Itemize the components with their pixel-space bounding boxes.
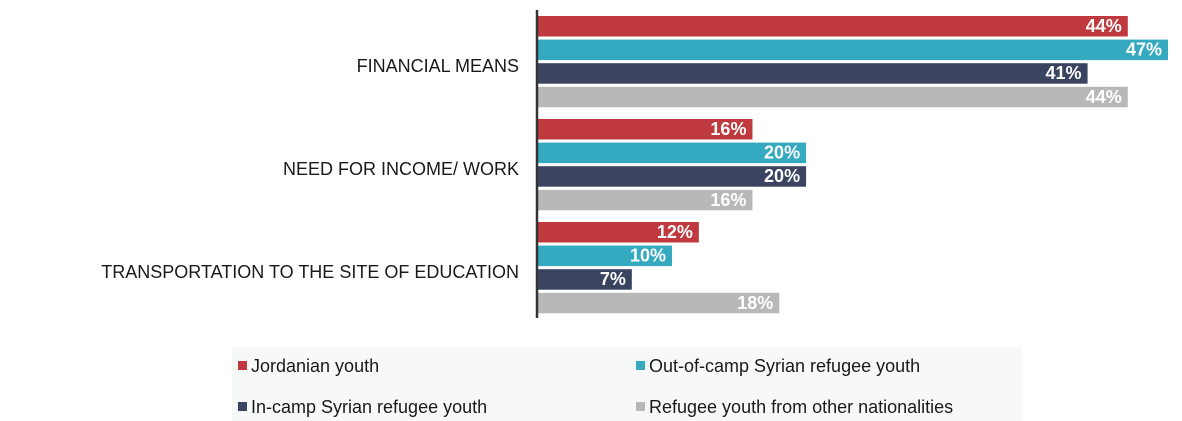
bar: [538, 189, 753, 211]
bar-value-label: 18%: [737, 293, 773, 313]
category-label: TRANSPORTATION TO THE SITE OF EDUCATION: [101, 262, 519, 282]
bar-value-label: 41%: [1046, 63, 1082, 83]
legend-label: Refugee youth from other nationalities: [649, 397, 953, 417]
bar: [538, 39, 1168, 61]
category-labels: FINANCIAL MEANS NEED FOR INCOME/ WORK TRAN…: [101, 56, 519, 282]
legend-background: [232, 347, 1022, 421]
legend-label: Jordanian youth: [251, 356, 379, 376]
bar: [538, 86, 1128, 108]
legend-swatch: [636, 402, 645, 411]
legend: Jordanian youth Out-of-camp Syrian refuge…: [238, 356, 953, 417]
legend-swatch: [238, 361, 247, 370]
bar: [538, 119, 753, 140]
category-label: FINANCIAL MEANS: [357, 56, 519, 76]
bar: [538, 142, 807, 164]
bar-value-label: 12%: [657, 222, 693, 242]
bar-value-label: 20%: [764, 166, 800, 186]
bar-value-label: 44%: [1086, 16, 1122, 36]
legend-label: In-camp Syrian refugee youth: [251, 397, 487, 417]
bar: [538, 222, 699, 243]
bars-group: 44%47%41%44%16%20%20%16%12%10%7%18%: [538, 16, 1168, 314]
bar: [538, 16, 1128, 37]
bar: [538, 269, 632, 290]
bar-value-label: 44%: [1086, 87, 1122, 107]
bar: [538, 245, 673, 267]
bar-value-label: 16%: [710, 190, 746, 210]
bar: [538, 166, 807, 187]
bar: [538, 292, 780, 314]
legend-swatch: [238, 402, 247, 411]
legend-label: Out-of-camp Syrian refugee youth: [649, 356, 920, 376]
category-label: NEED FOR INCOME/ WORK: [283, 159, 519, 179]
bar-value-label: 20%: [764, 143, 800, 163]
legend-swatch: [636, 361, 645, 370]
bar-value-label: 16%: [710, 119, 746, 139]
bar-value-label: 7%: [600, 269, 626, 289]
bar: [538, 63, 1088, 84]
bar-value-label: 10%: [630, 246, 666, 266]
bar-value-label: 47%: [1126, 40, 1162, 60]
